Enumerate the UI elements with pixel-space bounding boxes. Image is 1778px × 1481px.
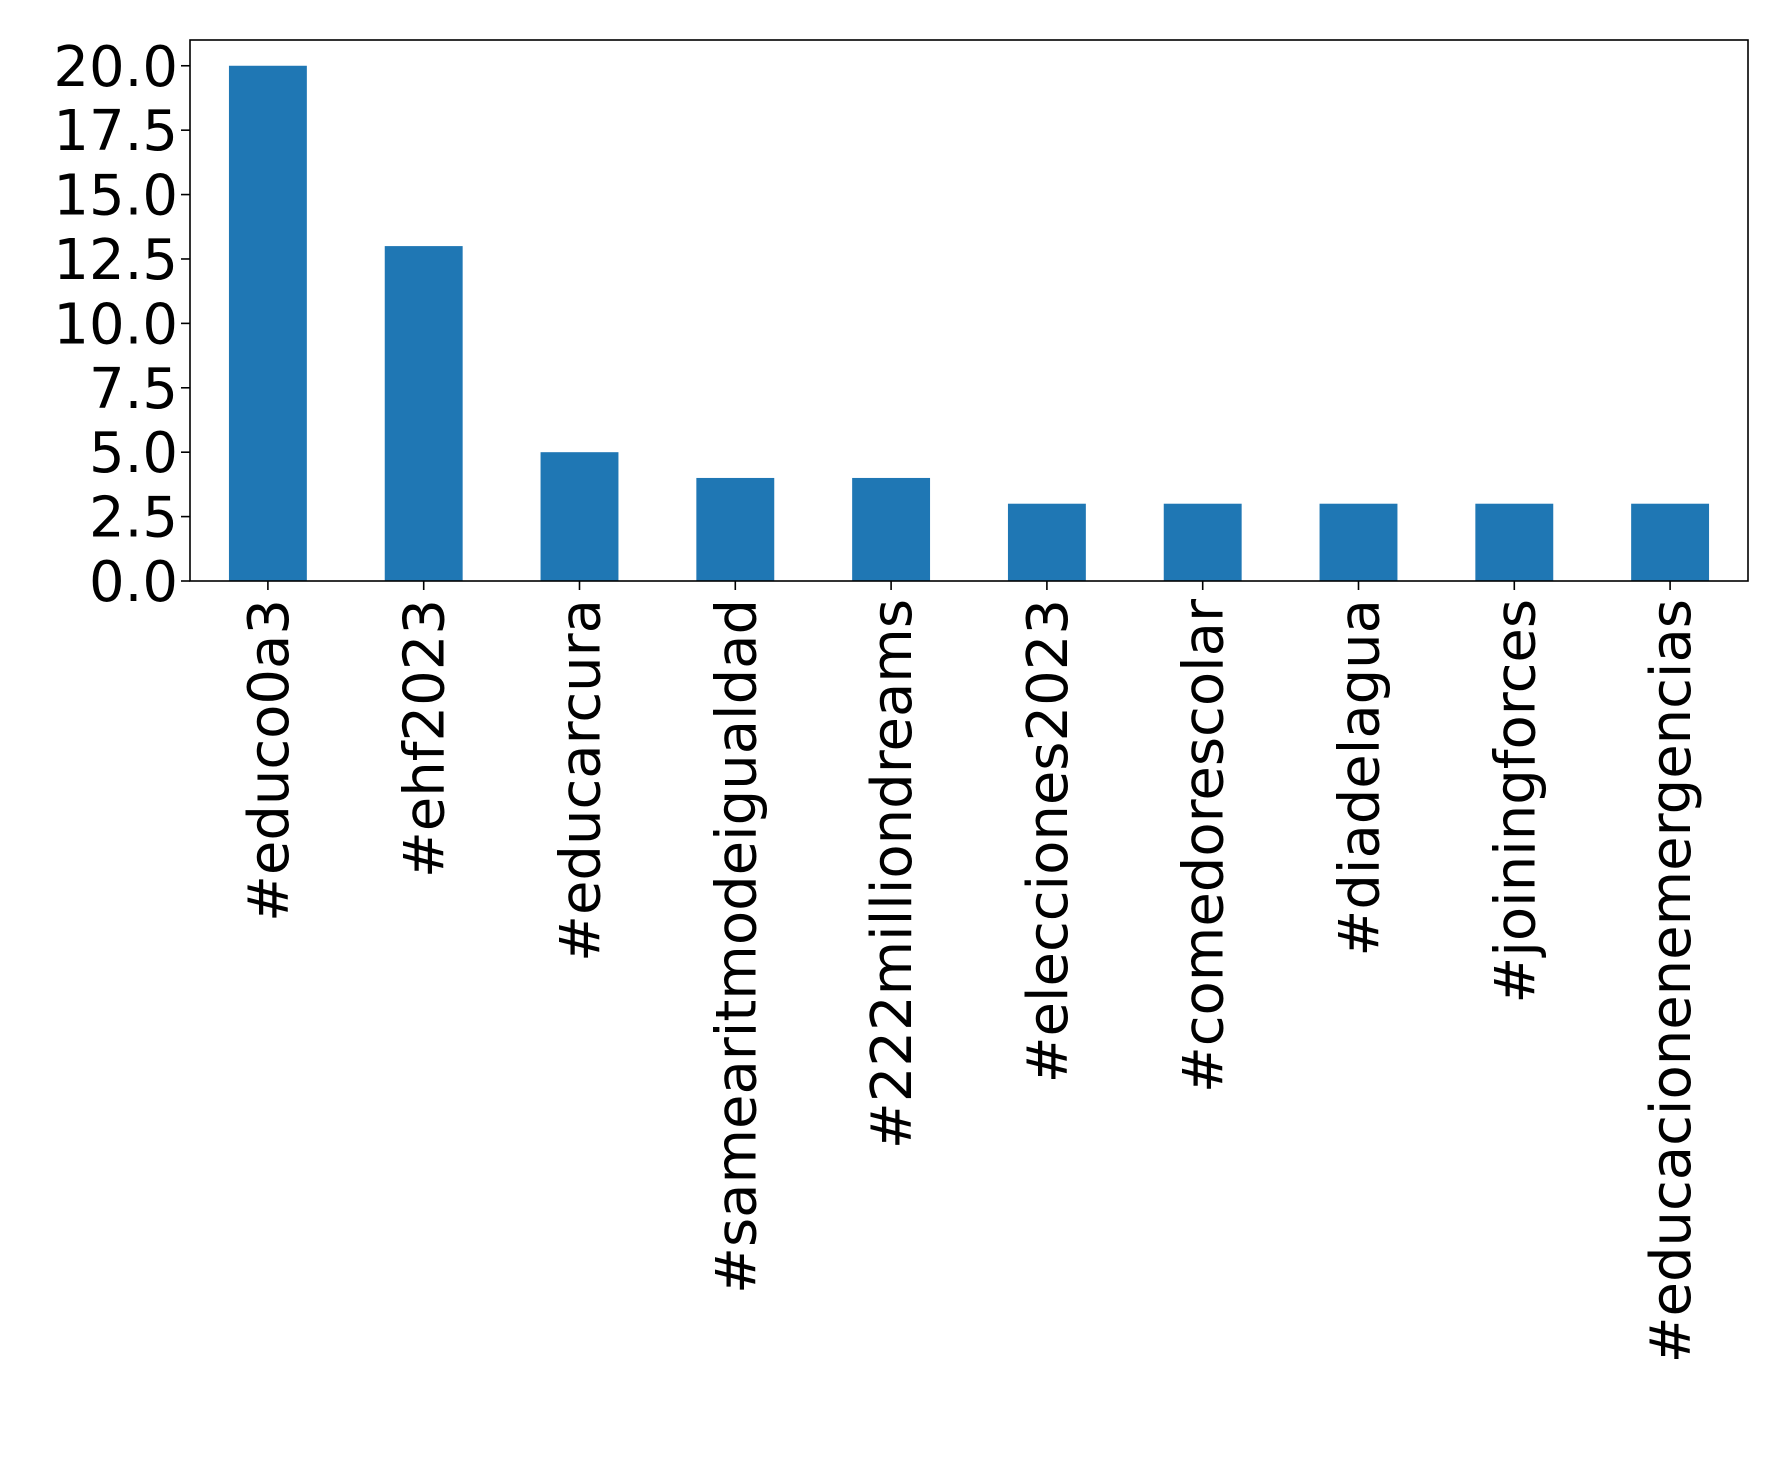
bar-diadelagua xyxy=(1319,503,1398,581)
x-tick-label: #educarcura xyxy=(549,599,614,962)
bar-educacionenemergencias xyxy=(1631,503,1710,581)
bar-elecciones2023 xyxy=(1007,503,1086,581)
x-axis: #educo0a3 #ehf2023 #educarcura #samearitmod… xyxy=(237,581,1704,1363)
y-tick-label: 15.0 xyxy=(53,164,178,229)
y-tick-label: 2.5 xyxy=(89,486,178,551)
y-tick-label: 0.0 xyxy=(89,550,178,615)
y-tick-label: 12.5 xyxy=(53,228,178,293)
x-tick-label: #samearitmodeigualdad xyxy=(704,599,769,1294)
y-tick-label: 5.0 xyxy=(89,421,178,486)
x-tick-label: #educo0a3 xyxy=(237,599,302,922)
bar-samearitmodeigualdad xyxy=(696,477,775,581)
x-tick-label: #educacionenemergencias xyxy=(1639,599,1704,1363)
y-tick-label: 17.5 xyxy=(53,99,178,164)
bar-ehf2023 xyxy=(384,246,463,581)
x-tick-label: #joiningforces xyxy=(1483,599,1548,1004)
bars-group xyxy=(228,65,1710,581)
bar-educo0a3 xyxy=(228,65,307,581)
x-tick-label: #222milliondreams xyxy=(860,599,925,1149)
x-tick-label: #comedorescolar xyxy=(1172,598,1237,1093)
x-tick-label: #diadelagua xyxy=(1328,599,1393,957)
x-tick-label: #ehf2023 xyxy=(393,599,458,878)
x-tick-label: #elecciones2023 xyxy=(1016,599,1081,1083)
y-axis: 0.02.55.07.510.012.515.017.520.0 xyxy=(53,35,190,615)
bar-educarcura xyxy=(540,452,619,581)
y-tick-label: 20.0 xyxy=(53,35,178,100)
bar-222milliondreams xyxy=(852,477,931,581)
y-tick-label: 7.5 xyxy=(89,357,178,422)
bar-comedorescolar xyxy=(1163,503,1242,581)
y-tick-label: 10.0 xyxy=(53,292,178,357)
bar-joiningforces xyxy=(1475,503,1554,581)
plot-frame xyxy=(189,39,1749,582)
